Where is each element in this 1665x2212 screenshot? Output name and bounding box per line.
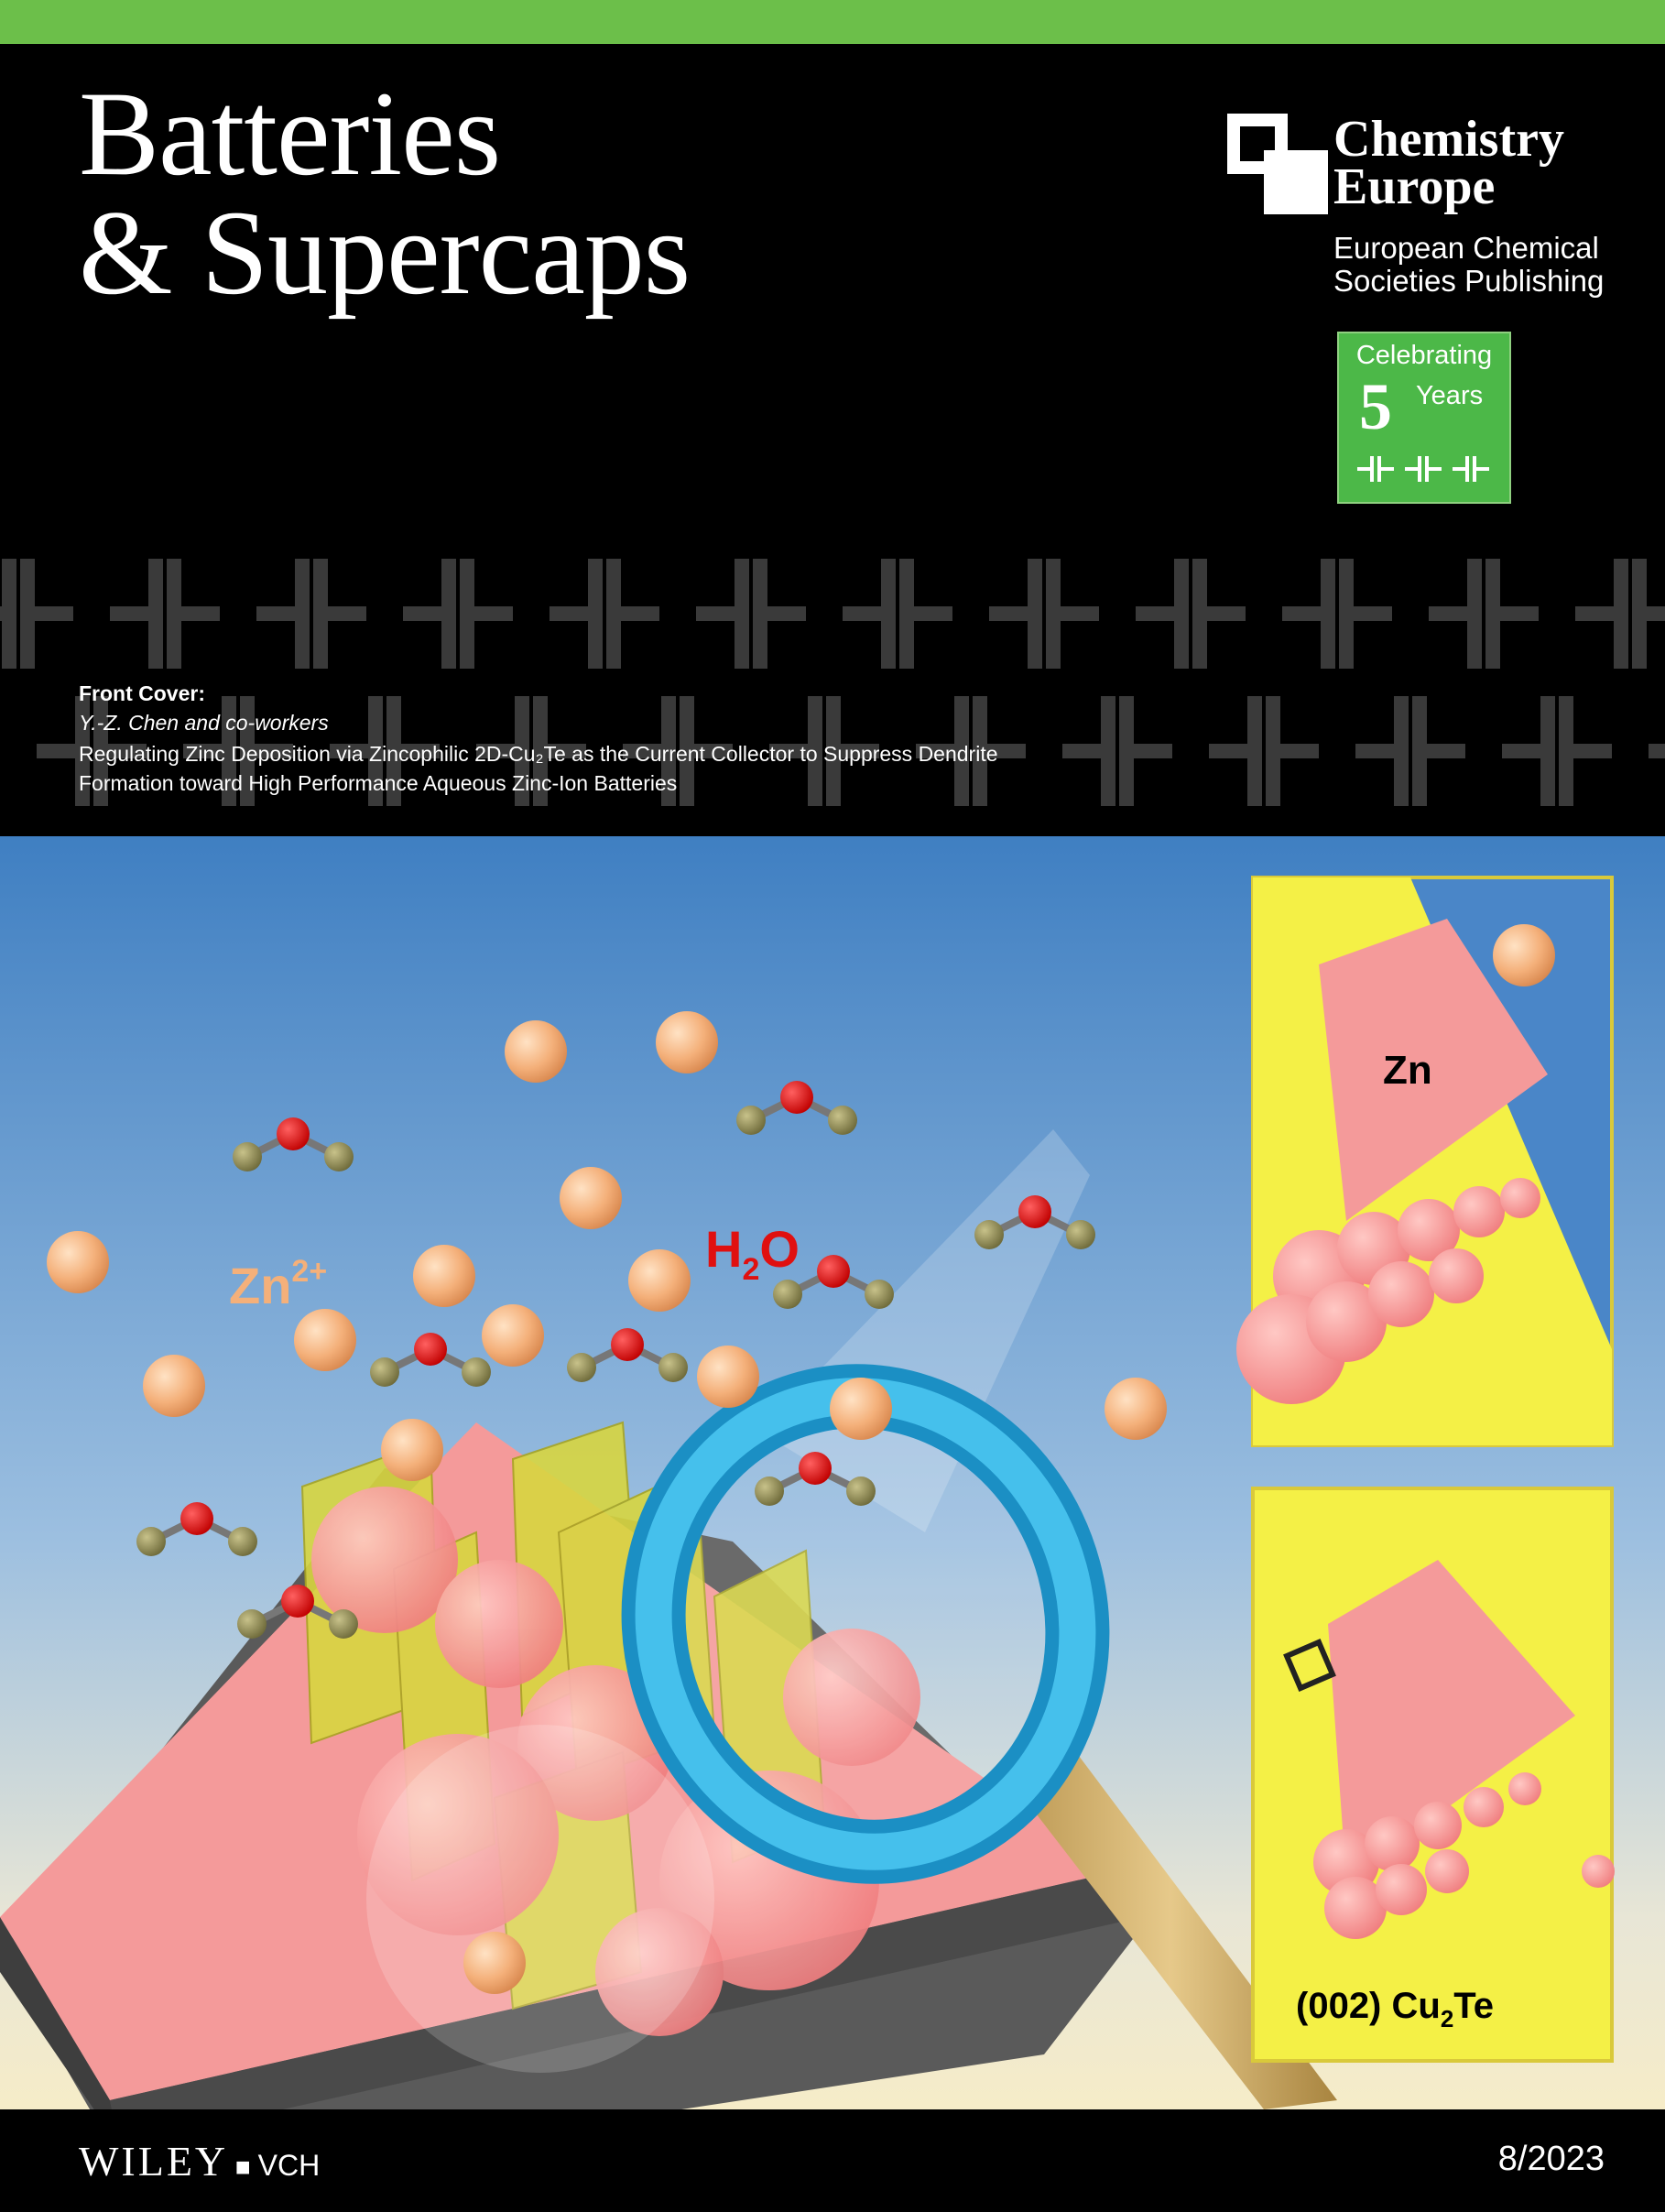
anniversary-badge: Celebrating 5 Years	[1337, 332, 1511, 504]
publisher-sub-line2: Societies Publishing	[1333, 264, 1605, 298]
front-cover-title-line2: Formation toward High Performance Aqueou…	[79, 771, 678, 795]
issue-number: 8/2023	[1497, 2140, 1605, 2178]
top-accent-bar	[0, 0, 1665, 44]
capacitor-symbol-icon	[183, 696, 293, 806]
water-label: H2O	[705, 1220, 800, 1287]
capacitor-symbol-icon	[696, 559, 806, 669]
zn-ion	[482, 1304, 544, 1367]
anniversary-word: Years	[1416, 381, 1484, 410]
capacitor-symbol-icon	[256, 559, 366, 669]
zn-ion-label: Zn2+	[229, 1254, 327, 1314]
capacitor-symbol-icon	[1575, 559, 1665, 669]
journal-title-line1: Batteries	[79, 66, 501, 201]
capacitor-symbol-icon	[1649, 744, 1665, 758]
capacitor-symbol-icon	[110, 559, 220, 669]
cover-illustration: Zn2+ H2O Zn (002) Cu2Te	[0, 836, 1665, 2109]
zn-ion	[656, 1011, 718, 1073]
water-molecule	[370, 1333, 491, 1387]
zn-ion	[1105, 1378, 1167, 1440]
journal-title-line2: & Supercaps	[79, 185, 691, 320]
capacitor-symbol-icon	[1502, 696, 1612, 806]
water-molecule	[567, 1328, 688, 1382]
inset-bottom-label: (002) Cu2Te	[1296, 1986, 1494, 2032]
zn-ion	[47, 1231, 109, 1293]
zn-ion	[505, 1020, 567, 1083]
cover-footer	[0, 2109, 1665, 2212]
capacitor-symbol-icon	[1209, 696, 1319, 806]
water-molecule	[773, 1255, 894, 1309]
capacitor-symbol-icon	[1282, 559, 1392, 669]
zn-ion	[413, 1245, 475, 1307]
water-molecule	[736, 1081, 857, 1135]
wiley-suffix: VCH	[257, 2149, 321, 2182]
zn-ion	[294, 1309, 356, 1371]
publisher-name-line2: Europe	[1333, 158, 1496, 215]
wiley-word: WILEY	[79, 2138, 229, 2185]
front-cover-title-line1: Regulating Zinc Deposition via Zincophil…	[79, 742, 998, 766]
zn-ion	[143, 1355, 205, 1417]
wiley-logo: WILEY ■ VCH	[79, 2138, 321, 2185]
inset-top-label: Zn	[1383, 1048, 1432, 1093]
capacitor-symbol-icon	[1062, 696, 1172, 806]
inset-zn-deposition: Zn	[1236, 876, 1614, 1447]
front-cover-authors: Y.-Z. Chen and co-workers	[79, 711, 329, 735]
zn-ion	[381, 1419, 443, 1481]
inset-cu2te: (002) Cu2Te	[1251, 1487, 1615, 2063]
chemistry-europe-logo-icon	[1227, 114, 1328, 214]
capacitor-symbol-icon	[769, 696, 879, 806]
capacitor-symbol-icon	[550, 559, 659, 669]
zn-ion	[697, 1346, 759, 1408]
front-cover-label: Front Cover:	[79, 681, 205, 705]
publisher-sub-line1: European Chemical	[1333, 231, 1599, 265]
water-molecule	[237, 1585, 358, 1639]
capacitor-symbol-icon	[0, 559, 73, 669]
capacitor-symbol-icon	[1355, 696, 1465, 806]
anniversary-number: 5	[1359, 370, 1392, 443]
capacitor-symbol-icon	[623, 696, 733, 806]
capacitor-symbol-icon	[1136, 559, 1246, 669]
water-molecule	[233, 1117, 354, 1171]
zn-ion	[628, 1249, 691, 1312]
anniversary-line1: Celebrating	[1355, 341, 1493, 370]
capacitor-symbol-icon	[916, 696, 1026, 806]
water-molecule	[755, 1452, 876, 1506]
zn-ion	[830, 1378, 892, 1440]
publisher-name-line1: Chemistry	[1333, 111, 1564, 168]
capacitor-symbol-icon	[330, 696, 440, 806]
capacitor-symbol-icon	[1429, 559, 1539, 669]
water-molecule	[974, 1195, 1095, 1249]
zn-ion	[463, 1932, 526, 1994]
capacitor-symbol-icon	[843, 559, 952, 669]
zn-ion	[560, 1167, 622, 1229]
water-molecule	[136, 1502, 257, 1556]
capacitor-pattern-icon	[0, 559, 1665, 806]
capacitor-symbols-icon	[1357, 456, 1489, 482]
capacitor-symbol-icon	[37, 696, 147, 806]
capacitor-symbol-icon	[989, 559, 1099, 669]
capacitor-symbol-icon	[403, 559, 513, 669]
capacitor-symbol-icon	[476, 696, 586, 806]
